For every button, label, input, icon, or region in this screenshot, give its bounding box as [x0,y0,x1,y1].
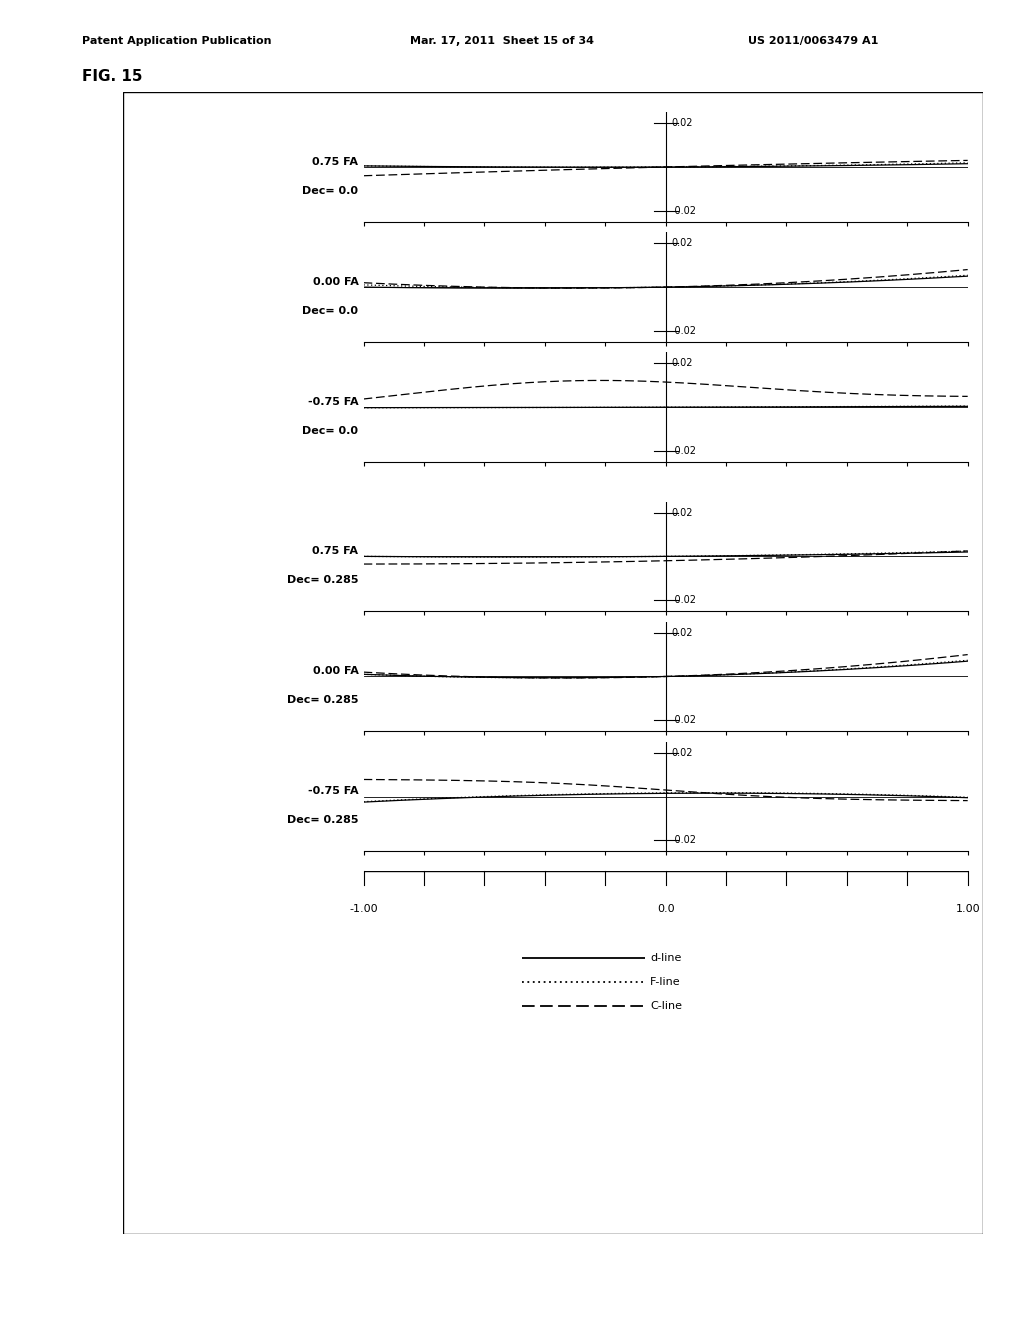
Text: Dec= 0.285: Dec= 0.285 [287,696,358,705]
Text: 0.02: 0.02 [671,748,692,758]
Text: Dec= 0.285: Dec= 0.285 [287,816,358,825]
Text: -0.02: -0.02 [671,326,696,335]
Text: F-line: F-line [650,977,681,987]
Text: -0.75 FA: -0.75 FA [308,787,358,796]
Text: C-line: C-line [650,1001,682,1011]
Text: 0.75 FA: 0.75 FA [312,546,358,556]
Text: Dec= 0.0: Dec= 0.0 [302,186,358,195]
Text: Dec= 0.0: Dec= 0.0 [302,426,358,436]
Text: 0.02: 0.02 [671,239,692,248]
Text: 0.00 FA: 0.00 FA [312,277,358,286]
Text: 0.02: 0.02 [671,119,692,128]
Text: -0.75 FA: -0.75 FA [308,397,358,407]
Text: -0.02: -0.02 [671,715,696,725]
Text: d-line: d-line [650,953,682,964]
Text: 0.02: 0.02 [671,508,692,517]
Text: -0.02: -0.02 [671,836,696,845]
Text: 0.75 FA: 0.75 FA [312,157,358,166]
Text: 0.02: 0.02 [671,628,692,638]
Text: -0.02: -0.02 [671,206,696,215]
Text: US 2011/0063479 A1: US 2011/0063479 A1 [748,36,878,46]
Text: -0.02: -0.02 [671,595,696,605]
Text: 0.02: 0.02 [671,359,692,368]
Text: Dec= 0.285: Dec= 0.285 [287,576,358,585]
Text: Mar. 17, 2011  Sheet 15 of 34: Mar. 17, 2011 Sheet 15 of 34 [410,36,594,46]
Text: Patent Application Publication: Patent Application Publication [82,36,271,46]
Text: Dec= 0.0: Dec= 0.0 [302,306,358,315]
Text: 0.00 FA: 0.00 FA [312,667,358,676]
Text: 1.00: 1.00 [955,904,980,915]
Text: FIG. 15: FIG. 15 [82,69,142,83]
Text: -1.00: -1.00 [349,904,378,915]
Text: -0.02: -0.02 [671,446,696,455]
Text: 0.0: 0.0 [656,904,675,915]
